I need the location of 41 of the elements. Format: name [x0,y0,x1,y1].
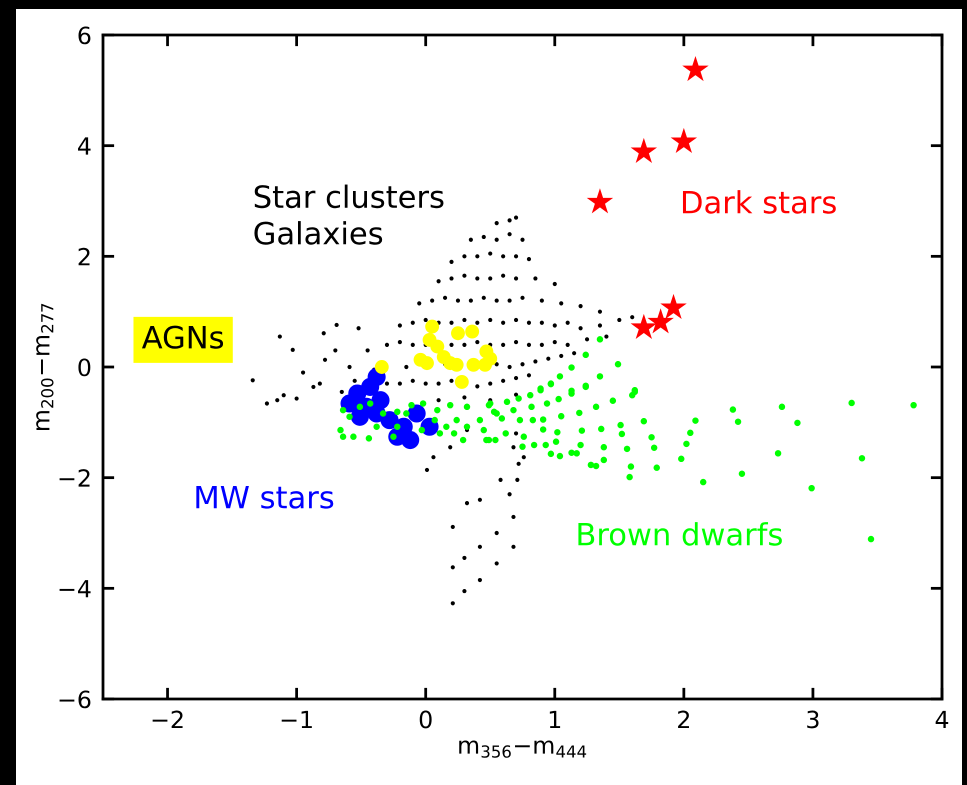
point [483,352,498,366]
point [586,188,614,214]
y-tick-label: −6 [60,690,90,708]
point [451,326,465,340]
x-tick-label: 1 [550,710,560,728]
point [371,391,390,410]
y-tick-label: −2 [60,469,90,487]
series-label: Dark stars [682,190,836,214]
point [660,294,687,320]
x-tick-label: −1 [282,710,312,728]
point [408,404,426,423]
point [682,56,709,82]
text: AGNs [142,326,224,349]
x-tick-label: −2 [152,710,183,728]
series-label: Brown dwarfs [578,522,782,546]
point [647,308,674,334]
y-tick-label: 6 [78,26,90,44]
y-tick-label: 0 [78,358,90,376]
point [630,314,658,339]
point [465,324,480,339]
y-tick-label: 2 [78,248,90,266]
x-tick-label: 2 [678,710,689,728]
point [466,358,480,372]
point [630,138,658,163]
point [340,394,359,413]
series-label: Star clusters Galaxies [254,184,444,245]
x-tick-label: 3 [807,710,819,728]
y-axis-title: m$_{200}$−m$_{277}$ [36,304,54,430]
x-tick-label: 4 [936,710,948,728]
text: MW stars [196,486,334,509]
point [374,360,389,374]
y-tick-label: −4 [60,580,91,598]
point [430,340,444,354]
point [425,320,440,334]
point [450,358,464,372]
y-tick-label: 4 [78,137,91,155]
x-axis-title: m$_{356}$−m$_{444}$ [459,740,586,758]
point [454,374,469,389]
point [420,356,434,370]
point [670,128,698,154]
x-tick-label: 0 [420,710,432,728]
